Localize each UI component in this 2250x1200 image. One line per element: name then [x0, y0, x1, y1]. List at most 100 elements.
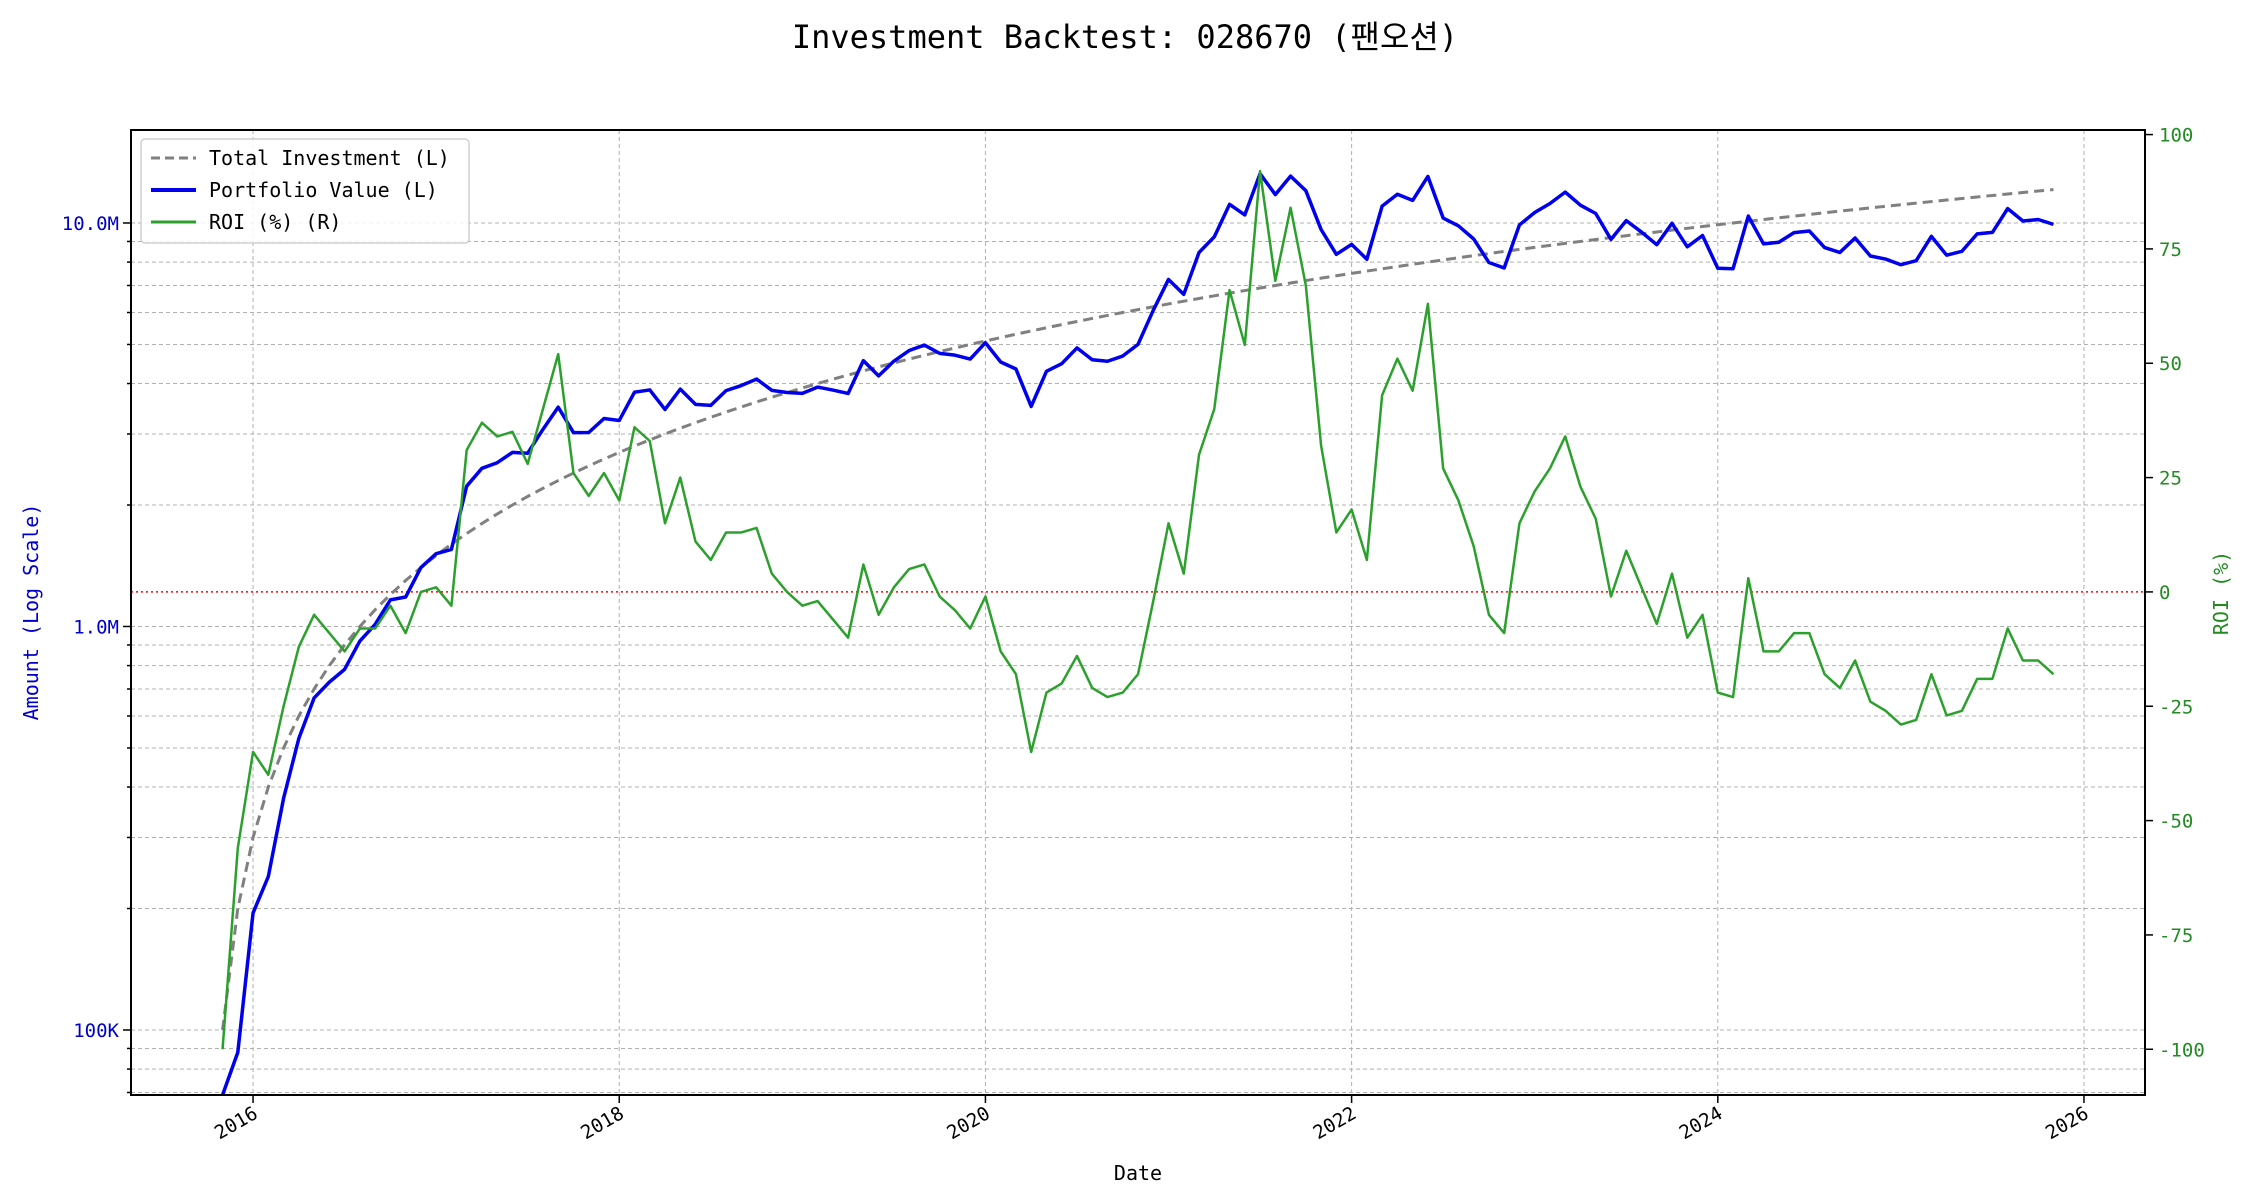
- roi-point: [771, 573, 773, 575]
- roi-point: [756, 527, 758, 529]
- roi-point: [1915, 719, 1917, 721]
- roi-point: [252, 751, 254, 753]
- y-right-tick-label: 100: [2159, 125, 2193, 147]
- roi-point: [511, 431, 513, 433]
- roi-point: [1686, 637, 1688, 639]
- roi-point: [237, 847, 239, 849]
- portfolio-point: [679, 388, 681, 390]
- portfolio-point: [1335, 253, 1337, 255]
- portfolio-point: [1045, 370, 1047, 372]
- x-tick-label: 2022: [1309, 1102, 1360, 1144]
- portfolio-point: [1869, 255, 1871, 257]
- roi-point: [1290, 207, 1292, 209]
- roi-point: [1198, 454, 1200, 456]
- roi-point: [267, 774, 269, 776]
- portfolio-point: [481, 467, 483, 469]
- roi-point: [1869, 701, 1871, 703]
- portfolio-point: [1747, 215, 1749, 217]
- x-tick-label: 2026: [2042, 1102, 2093, 1144]
- roi-point: [435, 586, 437, 588]
- roi-point: [1427, 303, 1429, 305]
- roi-point: [1503, 632, 1505, 634]
- roi-point: [1564, 435, 1566, 437]
- roi-point: [923, 563, 925, 565]
- portfolio-point: [1854, 237, 1856, 239]
- portfolio-point: [588, 432, 590, 434]
- portfolio-point: [1412, 199, 1414, 201]
- roi-point: [1778, 650, 1780, 652]
- roi-point: [389, 605, 391, 607]
- roi-point: [1061, 682, 1063, 684]
- portfolio-point: [496, 462, 498, 464]
- y-left-tick-label: 10.0M: [62, 213, 119, 235]
- portfolio-point: [328, 681, 330, 683]
- roi-point: [817, 600, 819, 602]
- y-right-tick-label: 25: [2159, 468, 2182, 490]
- portfolio-point: [1534, 212, 1536, 214]
- roi-point: [878, 614, 880, 616]
- portfolio-point: [1488, 262, 1490, 264]
- roi-point: [542, 408, 544, 410]
- roi-point: [1320, 445, 1322, 447]
- roi-point: [618, 499, 620, 501]
- roi-point: [1885, 710, 1887, 712]
- axes-layer: 100K 1.0M 10.0M 2016 2018 2020 2022 2024 2026 -10…: [62, 125, 2205, 1145]
- roi-point: [786, 591, 788, 593]
- roi-point: [1091, 687, 1093, 689]
- portfolio-point: [1091, 359, 1093, 361]
- roi-point: [344, 650, 346, 652]
- roi-point: [1366, 559, 1368, 561]
- roi-point: [1000, 650, 1002, 652]
- portfolio-point: [1152, 309, 1154, 311]
- portfolio-point: [1793, 232, 1795, 234]
- portfolio-point: [1076, 347, 1078, 349]
- portfolio-point: [405, 596, 407, 598]
- portfolio-point: [1595, 213, 1597, 215]
- roi-point: [1732, 696, 1734, 698]
- portfolio-point: [1320, 228, 1322, 230]
- portfolio-point: [1671, 222, 1673, 224]
- roi-point: [1259, 170, 1261, 172]
- roi-point: [1793, 632, 1795, 634]
- roi-point: [466, 449, 468, 451]
- portfolio-point: [1396, 193, 1398, 195]
- portfolio-point: [298, 737, 300, 739]
- roi-line: [221, 169, 2055, 1050]
- roi-point: [1534, 490, 1536, 492]
- portfolio-point: [969, 358, 971, 360]
- roi-point: [1381, 394, 1383, 396]
- roi-point: [710, 559, 712, 561]
- roi-point: [801, 605, 803, 607]
- roi-point: [1747, 577, 1749, 579]
- roi-point: [984, 595, 986, 597]
- x-tick-label: 2020: [943, 1102, 994, 1144]
- portfolio-point: [1656, 244, 1658, 246]
- portfolio-point: [450, 548, 452, 550]
- portfolio-point: [1259, 173, 1261, 175]
- portfolio-point: [557, 406, 559, 408]
- roi-point: [420, 591, 422, 593]
- portfolio-point: [1839, 251, 1841, 253]
- y-right-tick-label: 75: [2159, 239, 2182, 261]
- roi-point: [1457, 499, 1459, 501]
- roi-point: [603, 472, 605, 474]
- roi-point: [679, 477, 681, 479]
- portfolio-point: [1610, 238, 1612, 240]
- legend-label-investment: Total Investment (L): [209, 146, 450, 170]
- portfolio-point: [1229, 203, 1231, 205]
- y-right-tick-label: -100: [2159, 1039, 2205, 1061]
- portfolio-point: [1549, 203, 1551, 205]
- roi-point: [969, 628, 971, 630]
- portfolio-point: [313, 697, 315, 699]
- roi-point: [1045, 692, 1047, 694]
- investment-line: [221, 188, 2054, 1031]
- portfolio-point: [618, 419, 620, 421]
- roi-point: [2022, 660, 2024, 662]
- portfolio-point: [1885, 258, 1887, 260]
- roi-point: [1396, 358, 1398, 360]
- portfolio-point: [1824, 247, 1826, 249]
- roi-point: [328, 632, 330, 634]
- portfolio-point: [344, 668, 346, 670]
- roi-point: [1229, 289, 1231, 291]
- y-right-tick-label: -75: [2159, 925, 2193, 947]
